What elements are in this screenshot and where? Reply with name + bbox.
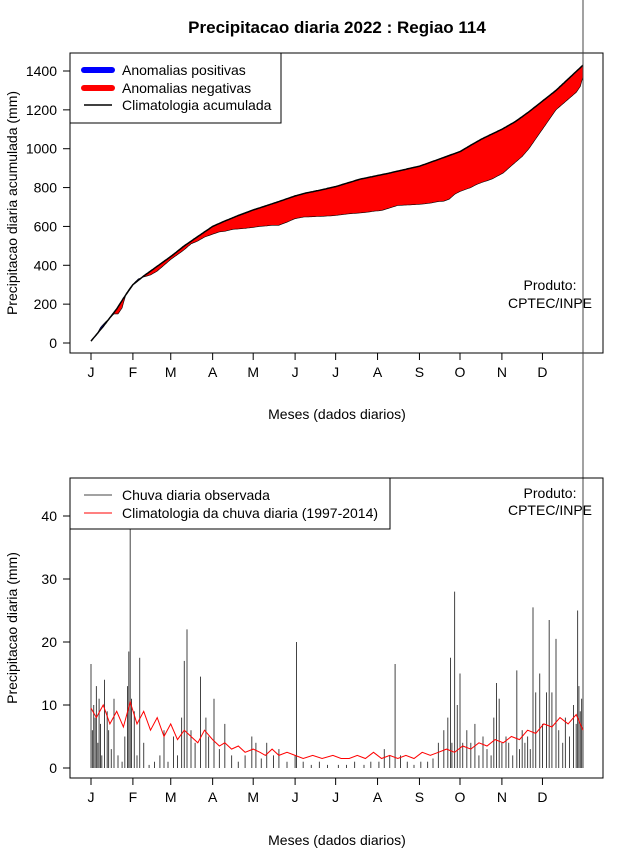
- cumulative-precip-chart: 0 200 400 600 800 1000 1200 1400 J F M A M J J A S O N D M…: [4, 52, 604, 422]
- chart-title: Precipitacao diaria 2022 : Regiao 114: [188, 18, 486, 37]
- x-tick-label: M: [165, 789, 177, 805]
- x-tick-label: F: [129, 789, 138, 805]
- legend-label-daily-climatology: Climatologia da chuva diaria (1997-2014): [122, 505, 378, 521]
- bottom-legend-box: [69, 477, 391, 530]
- x-tick-label: M: [165, 364, 177, 380]
- y-tick-label: 400: [34, 257, 58, 273]
- top-product-source: CPTEC/INPE: [508, 295, 592, 311]
- top-y-axis: 0 200 400 600 800 1000 1200 1400: [26, 63, 71, 351]
- x-tick-label: J: [332, 789, 339, 805]
- legend-label-climatology: Climatologia acumulada: [122, 97, 272, 113]
- legend-label-observed: Chuva diaria observada: [122, 487, 270, 503]
- bottom-y-axis-label: Precipitacao diaria (mm): [4, 552, 20, 704]
- bottom-x-axis-label: Meses (dados diarios): [268, 832, 406, 848]
- x-tick-label: D: [537, 364, 547, 380]
- x-tick-label: O: [455, 364, 466, 380]
- bottom-plot-area: [90, 0, 584, 768]
- y-tick-label: 600: [34, 218, 58, 234]
- x-tick-label: A: [208, 364, 218, 380]
- top-product-label: Produto:: [524, 277, 577, 293]
- y-tick-label: 1000: [26, 141, 57, 157]
- x-tick-label: S: [415, 789, 424, 805]
- x-tick-label: D: [537, 789, 547, 805]
- top-y-axis-label: Precipitacao diaria acumulada (mm): [4, 91, 20, 315]
- x-tick-label: S: [415, 364, 424, 380]
- legend-label-negative: Anomalias negativas: [122, 80, 251, 96]
- y-tick-label: 800: [34, 180, 58, 196]
- bottom-legend: Chuva diaria observada Climatologia da c…: [69, 477, 391, 530]
- x-tick-label: J: [88, 364, 95, 380]
- y-tick-label: 1400: [26, 63, 57, 79]
- y-tick-label: 0: [49, 335, 57, 351]
- x-tick-label: J: [292, 364, 299, 380]
- bottom-y-axis: 0 10 20 30 40: [41, 508, 71, 776]
- daily-climatology-line: [90, 700, 584, 760]
- x-tick-label: J: [88, 789, 95, 805]
- y-tick-label: 10: [41, 697, 57, 713]
- x-tick-label: O: [455, 789, 466, 805]
- x-tick-label: M: [247, 789, 259, 805]
- y-tick-label: 20: [41, 634, 57, 650]
- x-tick-label: N: [497, 789, 507, 805]
- bottom-product-label: Produto:: [524, 485, 577, 501]
- x-tick-label: A: [208, 789, 218, 805]
- y-tick-label: 30: [41, 571, 57, 587]
- x-tick-label: A: [373, 364, 383, 380]
- x-tick-label: J: [292, 789, 299, 805]
- x-tick-label: M: [247, 364, 259, 380]
- y-tick-label: 0: [49, 760, 57, 776]
- y-tick-label: 40: [41, 508, 57, 524]
- x-tick-label: N: [497, 364, 507, 380]
- bottom-product-source: CPTEC/INPE: [508, 502, 592, 518]
- legend-label-positive: Anomalias positivas: [122, 62, 246, 78]
- x-tick-label: A: [373, 789, 383, 805]
- climatology-cumulative-line: [90, 64, 584, 342]
- x-tick-label: J: [332, 364, 339, 380]
- top-legend: Anomalias positivas Anomalias negativas …: [69, 52, 282, 124]
- top-x-axis-label: Meses (dados diarios): [268, 406, 406, 422]
- y-tick-label: 200: [34, 296, 58, 312]
- x-tick-label: F: [129, 364, 138, 380]
- daily-precip-chart: 0 10 20 30 40 J F M A M J J A S O N D Meses (dados diar…: [4, 0, 604, 848]
- y-tick-label: 1200: [26, 102, 57, 118]
